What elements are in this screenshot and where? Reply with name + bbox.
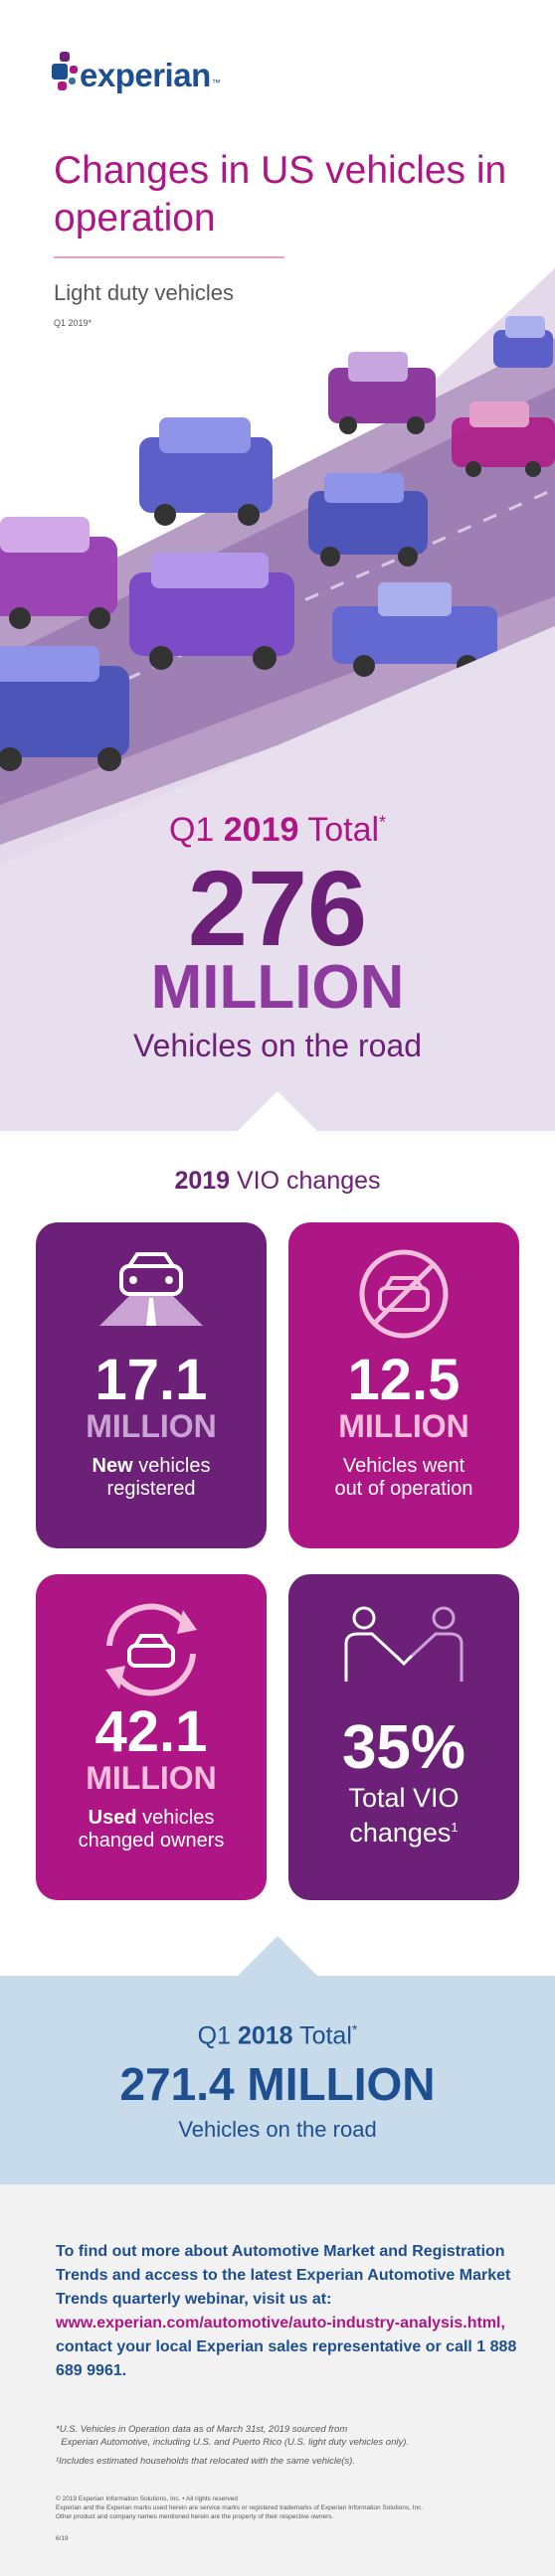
card-unit: MILLION: [86, 1408, 217, 1444]
q1-2018-label: Q1 2018 Total*: [197, 2021, 358, 2050]
card-new-vehicles: 17.1 MILLION New vehicles registered: [36, 1222, 267, 1548]
card-number: 35%: [341, 1713, 466, 1782]
total-unit: MILLION: [150, 953, 405, 1022]
vio-changes-section: 2019 VIO changes 17.1 MILLION New vehicl…: [0, 1091, 555, 1936]
analysis-link[interactable]: www.experian.com/automotive/auto-industr…: [56, 2315, 505, 2332]
card-total-vio-changes: 35% Total VIO changes1: [288, 1574, 519, 1900]
card-unit: MILLION: [86, 1760, 217, 1796]
car-icon: [328, 352, 436, 434]
car-road-icon: [99, 1252, 203, 1326]
no-car-icon: [359, 1249, 449, 1339]
q1-2018-section: Q1 2018 Total* 271.4 MILLION Vehicles on…: [0, 1936, 555, 2184]
car-cycle-icon: [105, 1603, 197, 1696]
footnote-1: *U.S. Vehicles in Operation data as of M…: [56, 2424, 410, 2448]
footnote-2: ¹Includes estimated households that relo…: [56, 2456, 355, 2467]
card-description: Used vehicles changed owners: [78, 1807, 225, 1852]
subtitle: Light duty vehicles: [54, 280, 234, 305]
card-number: 42.1: [94, 1699, 208, 1764]
title-divider: [54, 256, 284, 258]
hero-section: Light duty vehicles Q1 2019* Q1 2019 Tot…: [0, 268, 555, 1131]
card-out-of-operation: 12.5 MILLION Vehicles went out of operati…: [288, 1222, 519, 1548]
section-notch: [238, 1091, 317, 1131]
card-number: 17.1: [94, 1348, 208, 1412]
card-unit: MILLION: [338, 1408, 469, 1444]
card-description: New vehicles registered: [92, 1455, 211, 1500]
road-illustration: [0, 268, 555, 1131]
total-number: 276: [187, 848, 368, 968]
vio-title: 2019 VIO changes: [174, 1167, 381, 1195]
logo-text: experian: [80, 57, 211, 93]
document-code: 6/19: [56, 2535, 69, 2542]
handshake-icon: [344, 1606, 463, 1682]
call-to-action: To find out more about Automotive Market…: [56, 2243, 517, 2379]
q1-2018-number: 271.4 MILLION: [119, 2058, 436, 2110]
card-number: 12.5: [347, 1348, 461, 1412]
card-used-vehicles: 42.1 MILLION Used vehicles changed owners: [36, 1574, 267, 1900]
logo-mark-icon: [52, 52, 78, 103]
legal-notice: © 2019 Experian Information Solutions, I…: [56, 2496, 424, 2520]
subtitle-note: Q1 2019*: [54, 318, 92, 328]
page-title: Changes in US vehicles in operation: [54, 149, 507, 240]
experian-logo[interactable]: experian ™: [52, 52, 221, 103]
section-notch: [238, 1936, 317, 1976]
card-description: Vehicles went out of operation: [334, 1455, 473, 1500]
footer: To find out more about Automotive Market…: [0, 2184, 555, 2576]
q1-2018-description: Vehicles on the road: [178, 2117, 377, 2142]
card-description: Total VIO changes1: [348, 1783, 460, 1848]
total-label: Q1 2019 Total*: [168, 811, 387, 849]
logo-trademark: ™: [211, 78, 221, 87]
total-description: Vehicles on the road: [133, 1028, 422, 1063]
header: experian ™ Changes in US vehicles in ope…: [0, 0, 555, 268]
